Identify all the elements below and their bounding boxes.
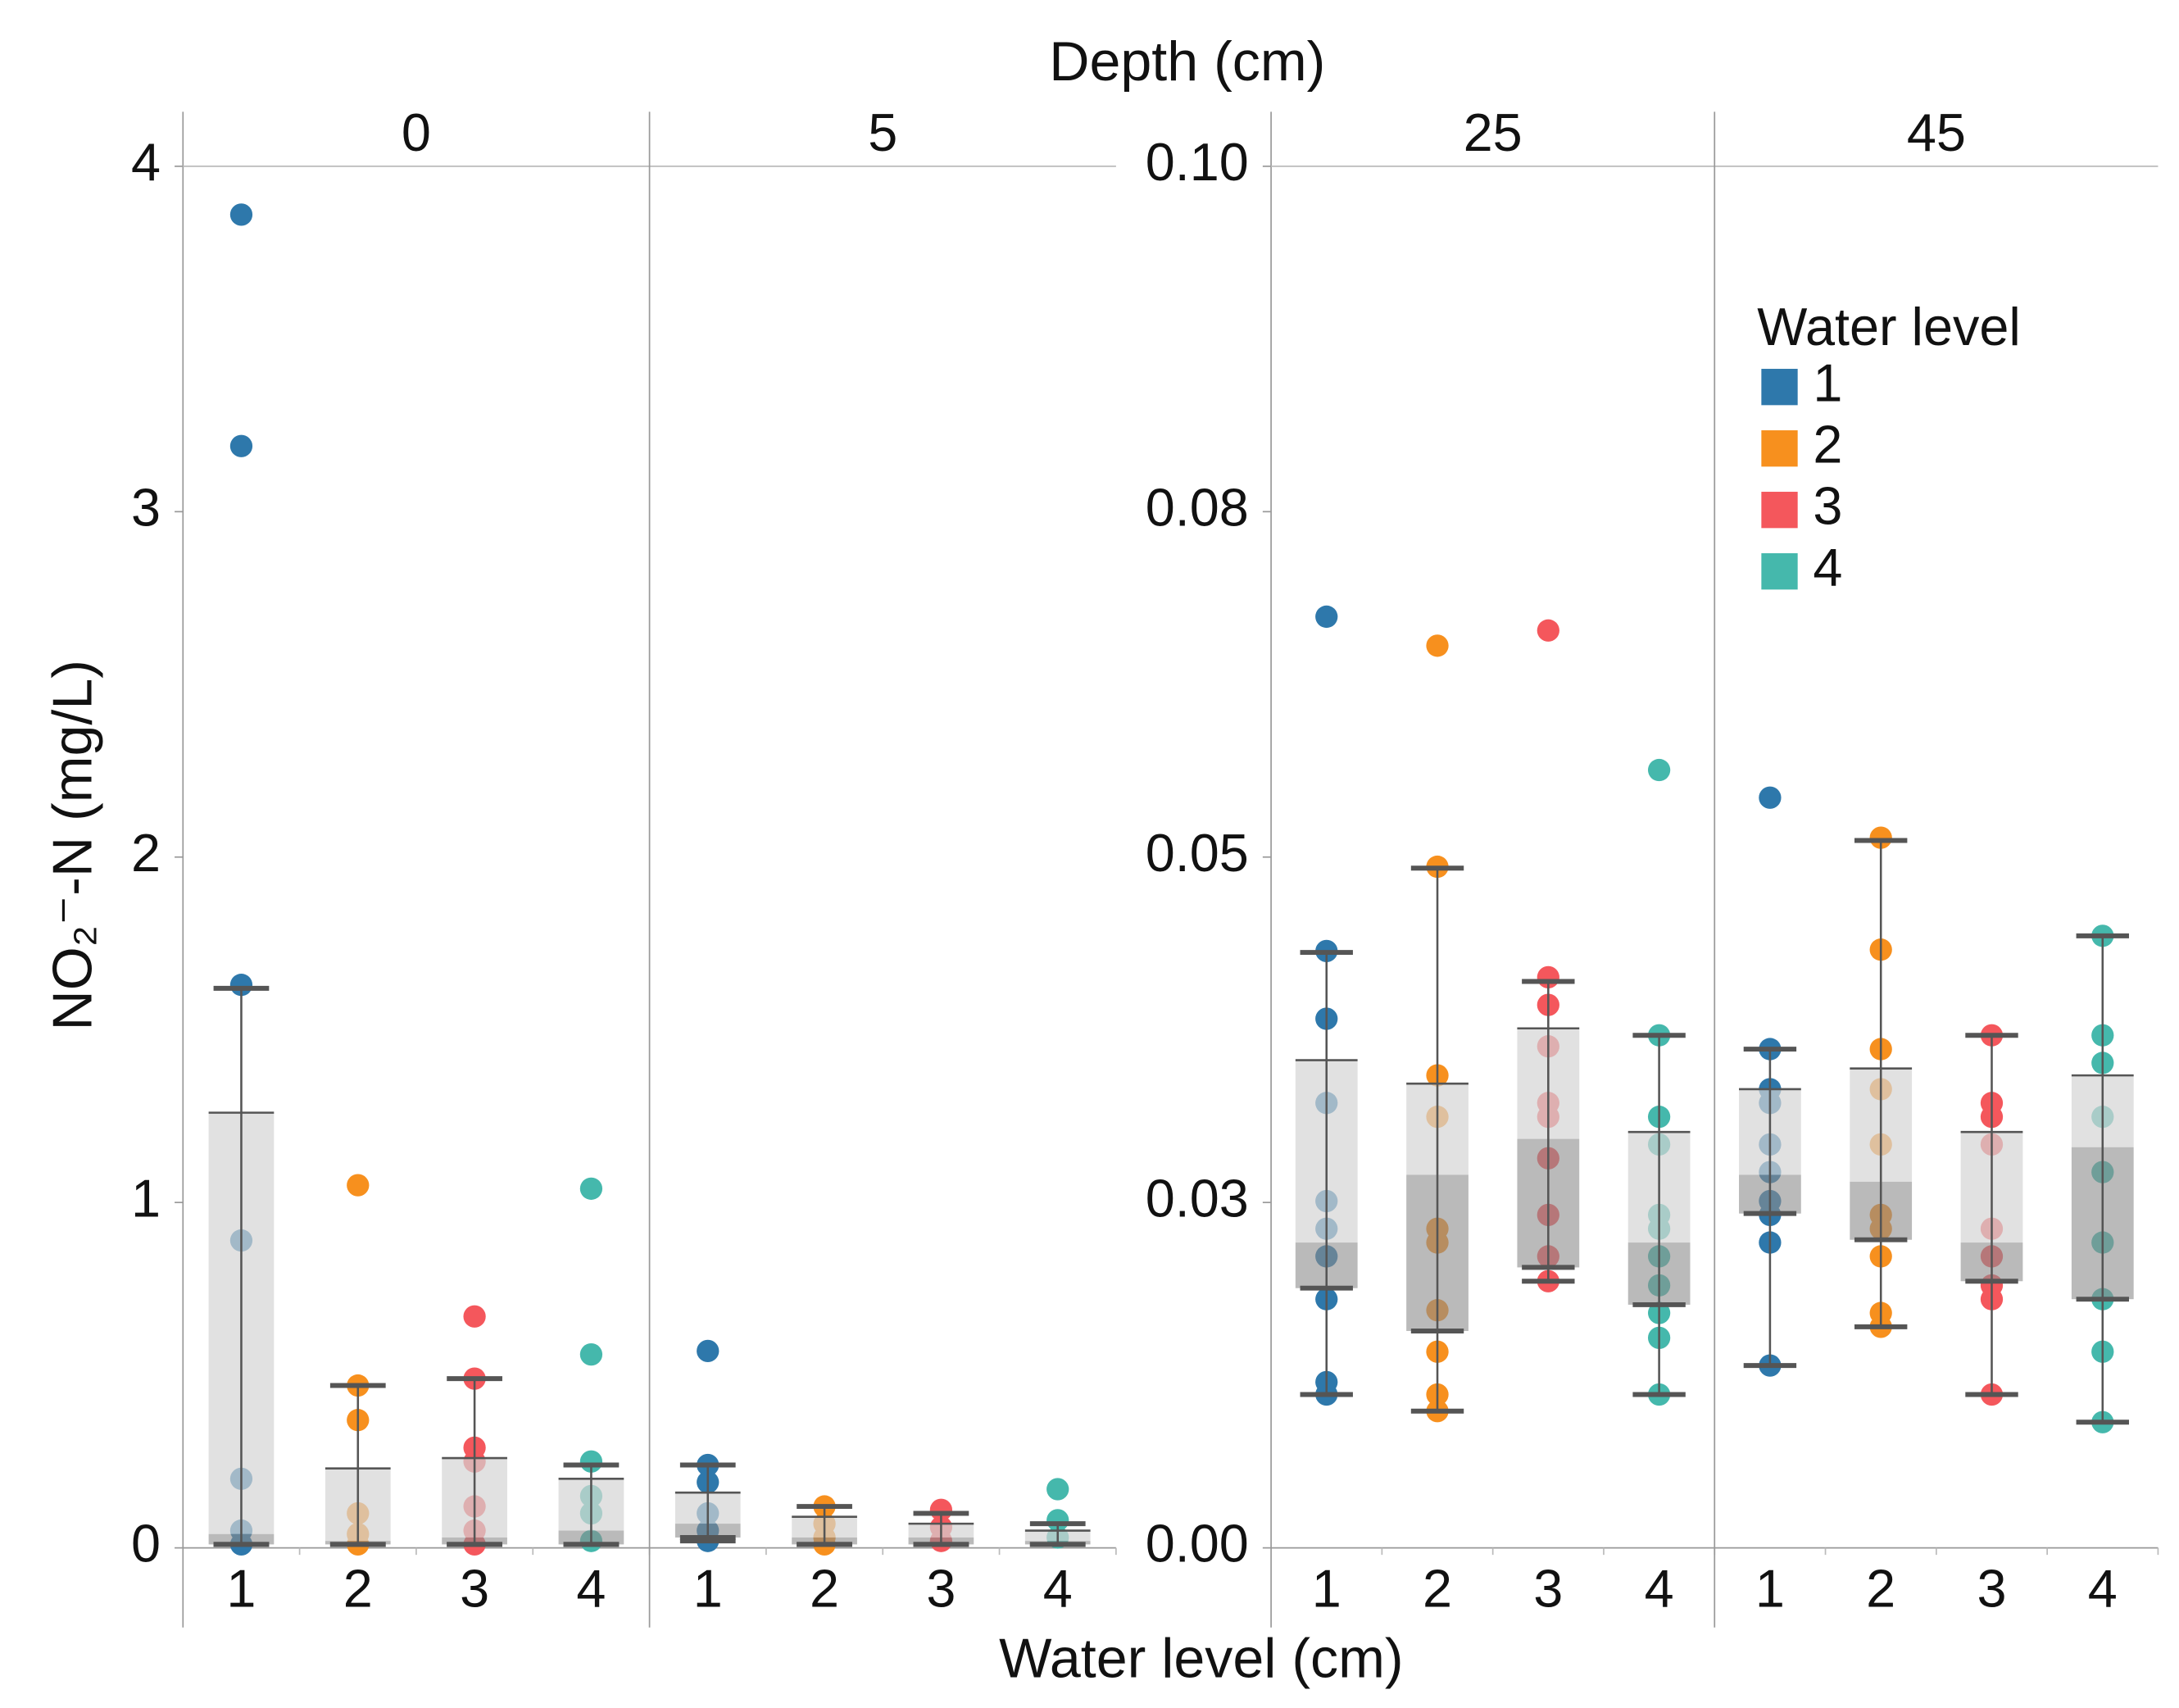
y-tick-label: 0 <box>131 1514 161 1574</box>
x-axis-label: Water level (cm) <box>999 1627 1404 1689</box>
x-tick-label: 2 <box>1423 1558 1452 1618</box>
point <box>1869 826 1892 849</box>
y-tick-label: 2 <box>131 823 161 883</box>
point <box>1315 605 1338 629</box>
facet-label: 0 <box>402 102 431 162</box>
x-tick-label: 4 <box>576 1558 606 1618</box>
point <box>229 203 253 226</box>
point <box>463 1305 486 1328</box>
x-tick-label: 2 <box>343 1558 373 1618</box>
point <box>1426 634 1449 657</box>
y-tick-label: 0.10 <box>1146 132 1249 192</box>
x-tick-label: 1 <box>226 1558 256 1618</box>
y-tick-label: 4 <box>131 132 161 192</box>
x-tick-label: 4 <box>1043 1558 1073 1618</box>
legend-title: Water level <box>1757 297 2021 357</box>
x-tick-label: 2 <box>810 1558 839 1618</box>
point <box>229 434 253 457</box>
facet-label: 25 <box>1464 102 1523 162</box>
point <box>1537 619 1559 642</box>
y-tick-label: 0.00 <box>1146 1514 1249 1574</box>
x-tick-label: 1 <box>1312 1558 1341 1618</box>
legend-swatch <box>1761 369 1798 406</box>
point <box>579 1342 603 1366</box>
x-tick-label: 3 <box>1977 1558 2006 1618</box>
legend-swatch <box>1761 553 1798 590</box>
x-tick-label: 3 <box>1533 1558 1563 1618</box>
legend-label: 1 <box>1813 352 1842 412</box>
point <box>579 1177 603 1200</box>
x-tick-label: 1 <box>1755 1558 1785 1618</box>
x-tick-label: 1 <box>693 1558 723 1618</box>
y-tick-label: 0.05 <box>1146 823 1249 883</box>
x-tick-label: 2 <box>1866 1558 1895 1618</box>
y-tick-label: 0.03 <box>1146 1168 1249 1228</box>
point <box>1647 758 1671 782</box>
facet-label: 45 <box>1907 102 1966 162</box>
y-tick-label: 0.08 <box>1146 477 1249 537</box>
x-tick-label: 3 <box>926 1558 956 1618</box>
legend-swatch <box>1761 492 1798 529</box>
facet-label: 5 <box>868 102 897 162</box>
point <box>347 1174 370 1197</box>
chart-title: Depth (cm) <box>1049 30 1325 93</box>
y-tick-label: 1 <box>131 1168 161 1228</box>
y-axis-label: NO₂⁻-N (mg/L) <box>42 660 104 1030</box>
legend-label: 2 <box>1813 414 1842 474</box>
point <box>697 1339 720 1363</box>
y-tick-label: 3 <box>131 477 161 537</box>
point <box>1046 1478 1069 1501</box>
legend-label: 3 <box>1813 475 1842 535</box>
legend-label: 4 <box>1813 537 1842 597</box>
x-tick-label: 4 <box>2088 1558 2118 1618</box>
x-tick-label: 3 <box>460 1558 489 1618</box>
x-tick-label: 4 <box>1645 1558 1674 1618</box>
point <box>1759 786 1782 809</box>
legend-swatch <box>1761 430 1798 467</box>
